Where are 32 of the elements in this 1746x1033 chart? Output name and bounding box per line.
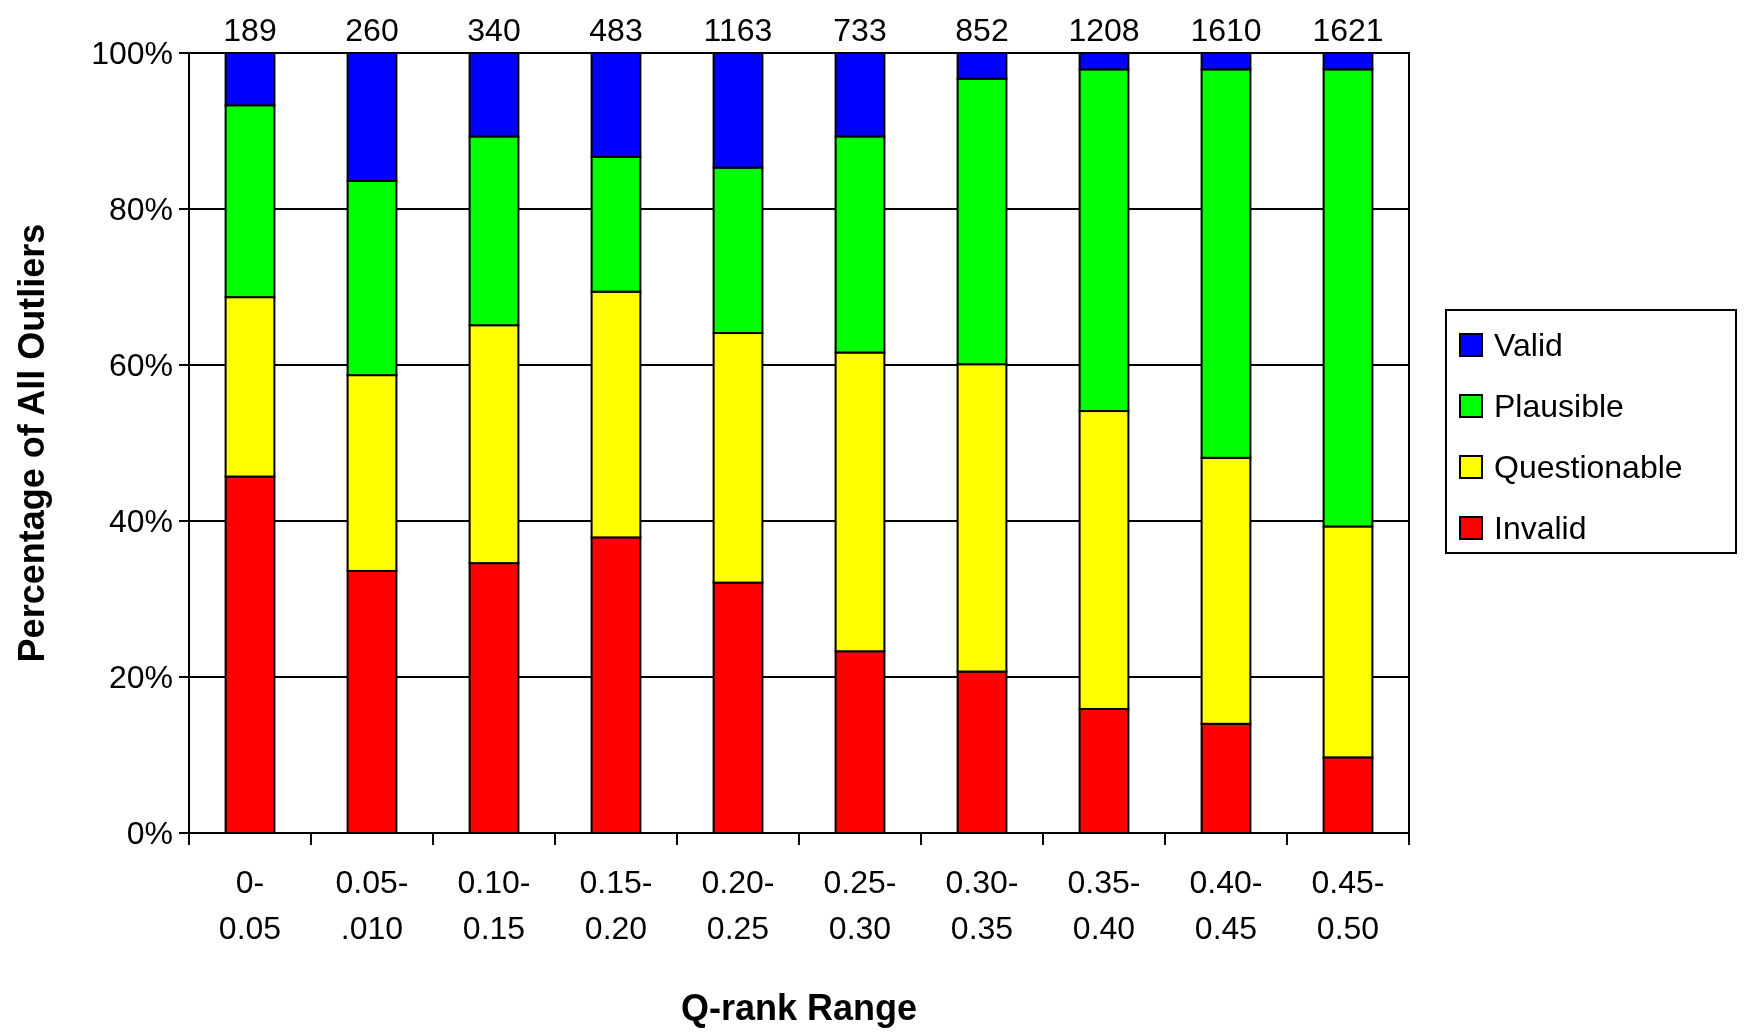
y-tick-label: 40% [108,503,173,540]
x-tick-label: 0.30-0.35 [945,864,1019,946]
x-tick-label: 0.10-0.15 [457,864,531,946]
legend-label: Plausible [1494,388,1624,425]
text: 340 [467,12,521,48]
y-tick-label: 0% [126,815,173,852]
legend-label: Questionable [1494,449,1683,486]
x-tick-label: 0-0.05 [218,864,282,946]
y-tick-label: 20% [108,659,173,696]
x-axis-title: Q-rank Range [680,987,918,1028]
text: 1610 [1190,12,1262,48]
legend-label: Valid [1494,327,1563,364]
x-tick-label: 0.15-0.20 [579,864,653,946]
x-tick-label: 0.45-0.50 [1311,864,1385,946]
y-tick-label: 100% [91,35,173,72]
y-tick-label: 80% [108,191,173,228]
x-tick-label: 0.40-0.45 [1189,864,1263,946]
y-axis-title: Percentage of All Outliers [11,223,52,663]
text: 1621 [1312,12,1384,48]
text: 483 [589,12,643,48]
x-tick-label: 0.25-0.30 [823,864,897,946]
text: 1208 [1068,12,1140,48]
text: 189 [223,12,277,48]
text: 852 [955,12,1009,48]
text: 733 [833,12,887,48]
x-tick-label: 0.35-0.40 [1067,864,1141,946]
text: 260 [345,12,399,48]
legend-label: Invalid [1494,510,1587,547]
text: 1163 [703,12,773,48]
y-tick-label: 60% [108,347,173,384]
x-tick-label: 0.05-.010 [335,864,409,946]
x-tick-label: 0.20-0.25 [701,864,775,946]
